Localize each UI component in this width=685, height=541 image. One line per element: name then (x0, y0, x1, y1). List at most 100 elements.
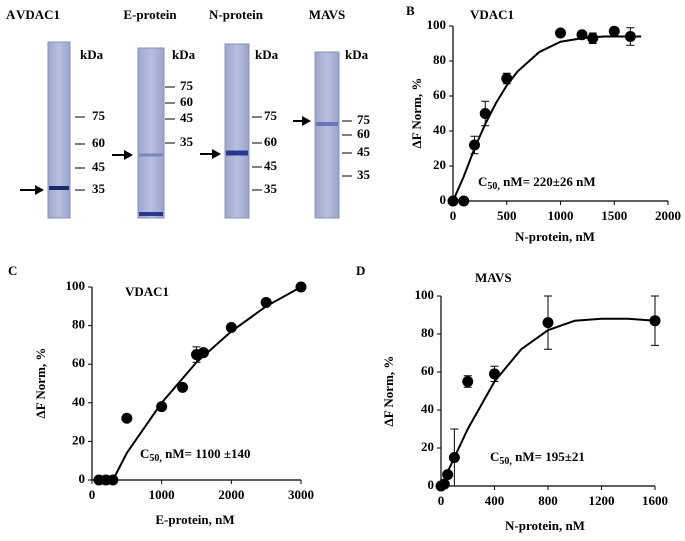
data-point (442, 469, 454, 481)
x-tick-label: 800 (538, 493, 558, 508)
annotation: C50, nM= 195±21 (490, 449, 585, 467)
x-tick-label: 0 (450, 208, 457, 223)
y-tick-label: 80 (72, 317, 85, 332)
unit-label: kDa (172, 47, 196, 62)
marker-label: 35 (357, 167, 371, 182)
marker-label: 35 (180, 134, 194, 149)
arrow-head (124, 150, 133, 160)
y-tick-label: 60 (421, 363, 434, 378)
unit-label: kDa (255, 47, 279, 62)
x-tick-label: 2000 (655, 208, 681, 223)
marker-label: 75 (264, 108, 278, 123)
data-point (542, 317, 554, 329)
marker-label: 45 (264, 158, 278, 173)
x-axis-label: N-protein, nM (505, 518, 585, 533)
y-tick-label: 0 (440, 192, 447, 207)
data-point (177, 381, 189, 393)
gel-band (49, 186, 69, 190)
gel-band (316, 122, 338, 126)
annotation-part: nM= 1100 ±140 (162, 446, 251, 461)
marker-label: 75 (92, 108, 106, 123)
data-point (225, 322, 237, 334)
gel-band (139, 153, 163, 157)
data-point (555, 27, 566, 39)
data-point (156, 401, 168, 413)
x-tick-label: 400 (485, 493, 505, 508)
y-tick-label: 40 (433, 122, 446, 137)
data-point (438, 478, 450, 490)
data-point (107, 474, 119, 486)
x-tick-label: 3000 (288, 487, 314, 502)
annotation-part: C (478, 174, 487, 189)
marker-label: 60 (264, 134, 277, 149)
data-point (448, 452, 460, 463)
gel (314, 51, 340, 219)
annotation-subscript: 50, (487, 181, 500, 192)
unit-label: kDa (80, 47, 104, 62)
unit-label: kDa (345, 47, 369, 62)
arrow-head (35, 185, 44, 195)
y-tick-label: 80 (433, 52, 446, 67)
x-tick-label: 1200 (589, 493, 615, 508)
annotation-part: nM= 195±21 (512, 449, 585, 464)
y-tick-label: 80 (421, 325, 434, 340)
annotation-part: C (140, 446, 149, 461)
y-tick-label: 0 (428, 477, 435, 492)
gel (224, 43, 250, 219)
marker-label: 60 (357, 126, 370, 141)
y-axis-label: ΔF Norm, % (33, 348, 48, 419)
x-tick-label: 1000 (548, 208, 574, 223)
lane-title: E-protein (123, 7, 177, 22)
x-tick-label: 1500 (601, 208, 627, 223)
data-point (469, 139, 480, 151)
y-tick-label: 20 (433, 157, 446, 172)
x-tick-label: 0 (438, 493, 445, 508)
annotation: C50, nM= 1100 ±140 (140, 446, 250, 464)
annotation-subscript: 50, (499, 456, 512, 467)
y-tick-label: 60 (433, 87, 446, 102)
marker-label: 75 (357, 112, 371, 127)
data-point (608, 25, 620, 37)
x-tick-label: 0 (89, 487, 96, 502)
data-point (624, 31, 636, 42)
marker-label: 45 (92, 159, 106, 174)
lane-title: VDAC1 (16, 7, 60, 22)
y-axis-label: ΔF Norm, % (381, 356, 396, 427)
data-point (649, 315, 661, 327)
data-point (197, 347, 209, 359)
y-tick-label: 60 (72, 355, 85, 370)
data-point (462, 376, 474, 387)
data-point (489, 368, 500, 380)
x-tick-label: 1000 (149, 487, 175, 502)
panel-label: A (6, 7, 16, 22)
x-tick-label: 1600 (642, 493, 668, 508)
y-tick-label: 0 (79, 471, 86, 486)
marker-label: 60 (180, 94, 193, 109)
y-tick-label: 100 (415, 287, 435, 302)
marker-label: 75 (180, 78, 194, 93)
lane-title: MAVS (309, 7, 346, 22)
marker-label: 35 (264, 181, 278, 196)
data-point (576, 29, 588, 41)
x-axis-label: N-protein, nM (515, 229, 595, 244)
x-axis-label: E-protein, nM (155, 512, 234, 527)
gel-band (226, 150, 248, 156)
data-point (587, 32, 599, 44)
data-point (121, 412, 133, 424)
data-point (458, 195, 470, 207)
arrow-head (212, 149, 221, 159)
gel (47, 41, 71, 219)
data-point (479, 108, 491, 119)
arrow-head (302, 116, 311, 126)
x-tick-label: 500 (497, 208, 517, 223)
panel-label: D (356, 263, 365, 278)
chart-title: MAVS (475, 270, 512, 285)
marker-label: 45 (357, 144, 371, 159)
y-tick-label: 100 (66, 278, 86, 293)
chart-title: VDAC1 (125, 284, 169, 299)
x-tick-label: 2000 (218, 487, 244, 502)
chart-title: VDAC1 (470, 7, 514, 22)
y-tick-label: 40 (421, 401, 434, 416)
data-point (295, 281, 307, 293)
gel-band (139, 212, 163, 216)
